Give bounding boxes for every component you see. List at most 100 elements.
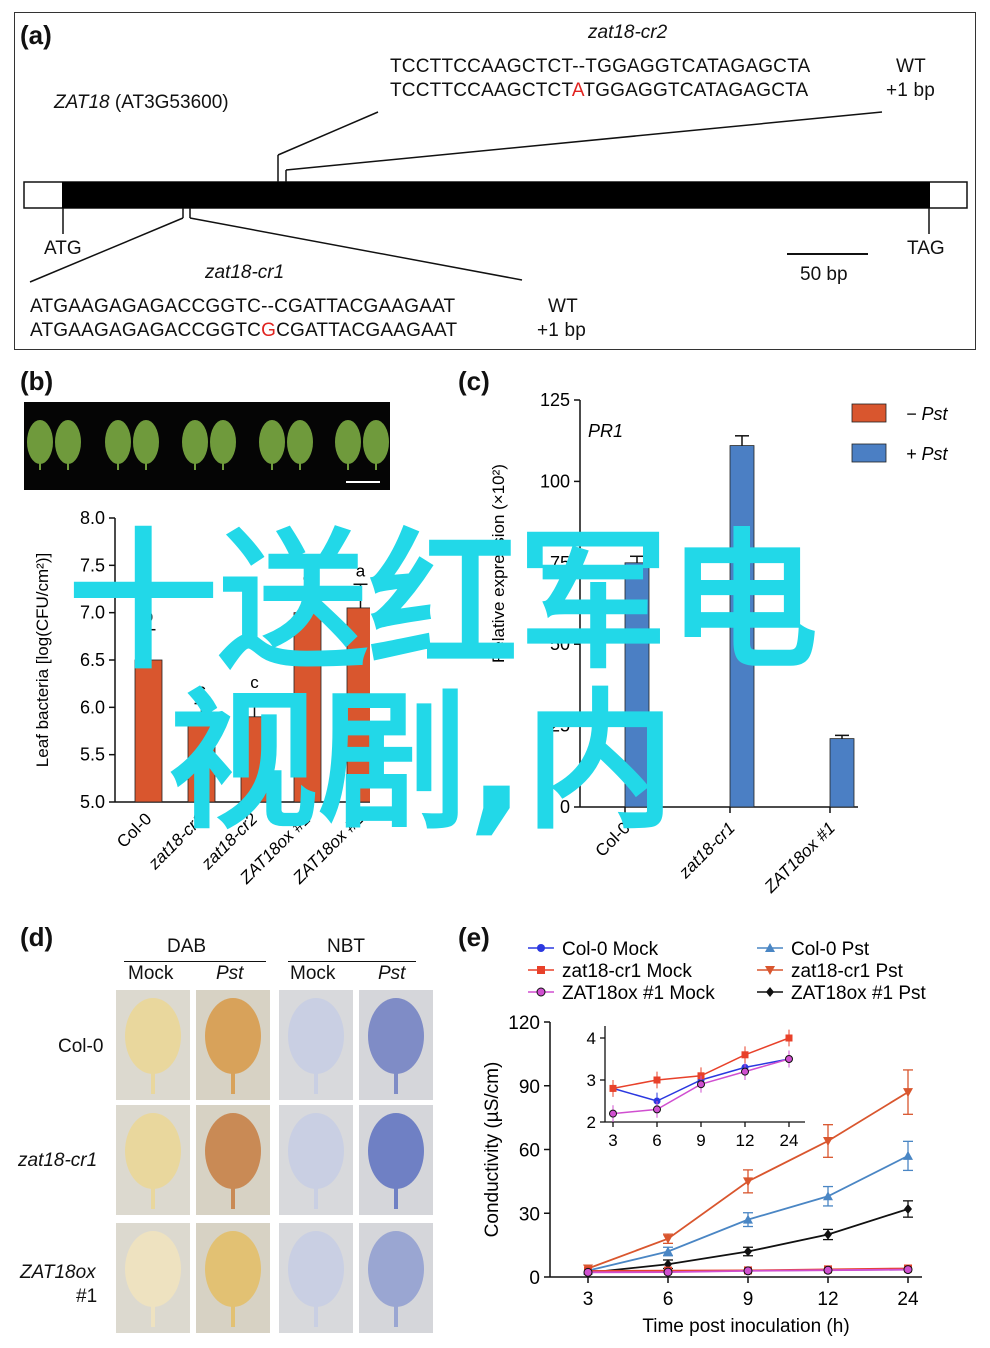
e-ytick-label: 120	[508, 1013, 540, 1034]
stained-leaf	[125, 1231, 181, 1307]
c-title: PR1	[588, 421, 623, 441]
c-ytick-label: 25	[550, 716, 570, 736]
col-mock-1: Mock	[128, 963, 174, 984]
cr2-wt-seq: TCCTTCCAAGCTCT--TGGAGGTCATAGAGCTA	[390, 56, 811, 77]
c-legend-minus: − Pst	[906, 404, 949, 424]
e-inset-point	[785, 1029, 793, 1047]
e-inset-xtick-label: 24	[780, 1131, 799, 1150]
cds-box	[62, 182, 930, 208]
c-bar-plus-3	[829, 738, 855, 808]
e-point	[743, 1212, 753, 1228]
panel-b-label: (b)	[20, 366, 54, 396]
c-ytick-label: 50	[550, 634, 570, 654]
cr1-wt-seq: ATGAAGAGAGACCGGTC--CGATTACGAAGAAT	[30, 296, 456, 317]
c-ytick-label: 0	[560, 797, 570, 817]
panel-e-label: (e)	[458, 922, 490, 952]
e-legend-label: ZAT18ox #1 Pst	[791, 983, 927, 1004]
b-bar-3	[240, 716, 269, 803]
overlay-text-line2: 视剧,内	[168, 676, 675, 850]
e-inset-point	[741, 1063, 749, 1080]
cr2-title: zat18-cr2	[588, 22, 668, 43]
e-ytick-label: 0	[529, 1268, 540, 1289]
b-bar-5	[346, 607, 370, 803]
chart-b: 5.0 5.5 6.0 6.5 7.0 7.5 8.0 Leaf bacteria [log(…	[33, 508, 370, 888]
stained-leaf	[368, 1231, 424, 1307]
e-xtick-label: 6	[663, 1289, 674, 1310]
e-legend-label: ZAT18ox #1 Mock	[562, 983, 715, 1004]
overlay-text-line1: 十送红军电	[68, 516, 819, 690]
c-ytick-label: 100	[540, 471, 570, 491]
stained-leaf	[205, 998, 261, 1074]
stain-cell-r3-c4	[359, 1223, 433, 1333]
cr2-insertion: A	[571, 80, 584, 101]
b-bar-1	[134, 659, 163, 803]
e-inset-xtick-label: 12	[736, 1131, 755, 1150]
leaf-2	[55, 420, 81, 470]
e-inset-xtick-label: 3	[608, 1131, 617, 1150]
stain-cell-r2-c2	[196, 1105, 270, 1215]
e-legend-item-3: ZAT18ox #1 Mock	[528, 983, 715, 1004]
e-xtick-label: 24	[897, 1289, 919, 1310]
scale-label: 50 bp	[800, 264, 848, 285]
stain-cell-r1-c4	[359, 990, 433, 1100]
e-point	[743, 1266, 753, 1276]
stain-grid	[116, 990, 433, 1333]
cr1-mut-tag: +1 bp	[537, 320, 587, 341]
e-legend-item-2: zat18-cr1 Mock	[528, 961, 692, 982]
leaf-1	[27, 420, 53, 470]
e-ytick-label: 60	[519, 1141, 540, 1162]
cr2-mut-tag: +1 bp	[886, 80, 936, 101]
e-point	[743, 1246, 753, 1257]
e-inset-xtick-label: 6	[652, 1131, 661, 1150]
panel-d-label: (d)	[20, 922, 54, 952]
stain-cell-r2-c3	[279, 1105, 353, 1215]
e-inset-point	[653, 1071, 661, 1089]
b-sig-letter: c	[250, 673, 259, 692]
leaf-4	[133, 420, 159, 470]
b-ylabel: Leaf bacteria [log(CFU/cm²)]	[33, 553, 52, 767]
leaf-photo	[27, 420, 389, 483]
col-pst-1: Pst	[216, 963, 244, 984]
stain-cell-r1-c3	[279, 990, 353, 1100]
stained-leaf	[125, 998, 181, 1074]
b-ytick-label: 5.0	[80, 792, 105, 812]
e-inset-point	[609, 1105, 617, 1122]
gene-diagram	[23, 111, 968, 283]
b-ytick-label: 7.0	[80, 603, 105, 623]
e-legend-label: zat18-cr1 Mock	[562, 961, 692, 982]
e-xtick-label: 3	[583, 1289, 594, 1310]
e-inset-point	[609, 1080, 617, 1097]
chart-c: 0 25 50 75 100 125 Relative expression (×10²) P…	[489, 390, 949, 897]
atg-label: ATG	[44, 238, 82, 259]
stained-leaf	[205, 1113, 261, 1189]
c-legend-swatch-plus	[851, 443, 887, 463]
panel-a-label: (a)	[20, 20, 52, 50]
e-point	[743, 1169, 753, 1194]
e-point	[823, 1185, 833, 1207]
c-legend-swatch-minus	[851, 403, 887, 423]
e-point	[903, 1265, 913, 1275]
stained-leaf	[288, 1231, 344, 1307]
nbt-rule	[288, 961, 416, 962]
e-inset-ytick-label: 3	[587, 1071, 596, 1090]
e-inset-ytick-label: 2	[587, 1113, 596, 1132]
e-legend-item-1: Col-0 Mock	[528, 939, 659, 960]
c-category-label: ZAT18ox #1	[760, 818, 839, 897]
e-point	[903, 1200, 913, 1218]
leaf-3	[105, 420, 131, 470]
b-ytick-label: 6.5	[80, 650, 105, 670]
e-point	[583, 1267, 593, 1277]
stained-leaf	[368, 998, 424, 1074]
e-point	[663, 1267, 673, 1277]
row-label-col0: Col-0	[58, 1036, 104, 1057]
stain-cell-r3-c2	[196, 1223, 270, 1333]
stain-cell-r1-c1	[116, 990, 190, 1100]
leaf-8	[287, 420, 313, 470]
row-label-ox-b: #1	[76, 1286, 98, 1307]
b-sig-letter: c	[197, 681, 206, 700]
stain-cell-r3-c1	[116, 1223, 190, 1333]
col-mock-2: Mock	[290, 963, 336, 984]
leaf-10	[363, 420, 389, 470]
c-category-label: zat18-cr1	[675, 818, 739, 882]
b-ytick-label: 7.5	[80, 555, 105, 575]
